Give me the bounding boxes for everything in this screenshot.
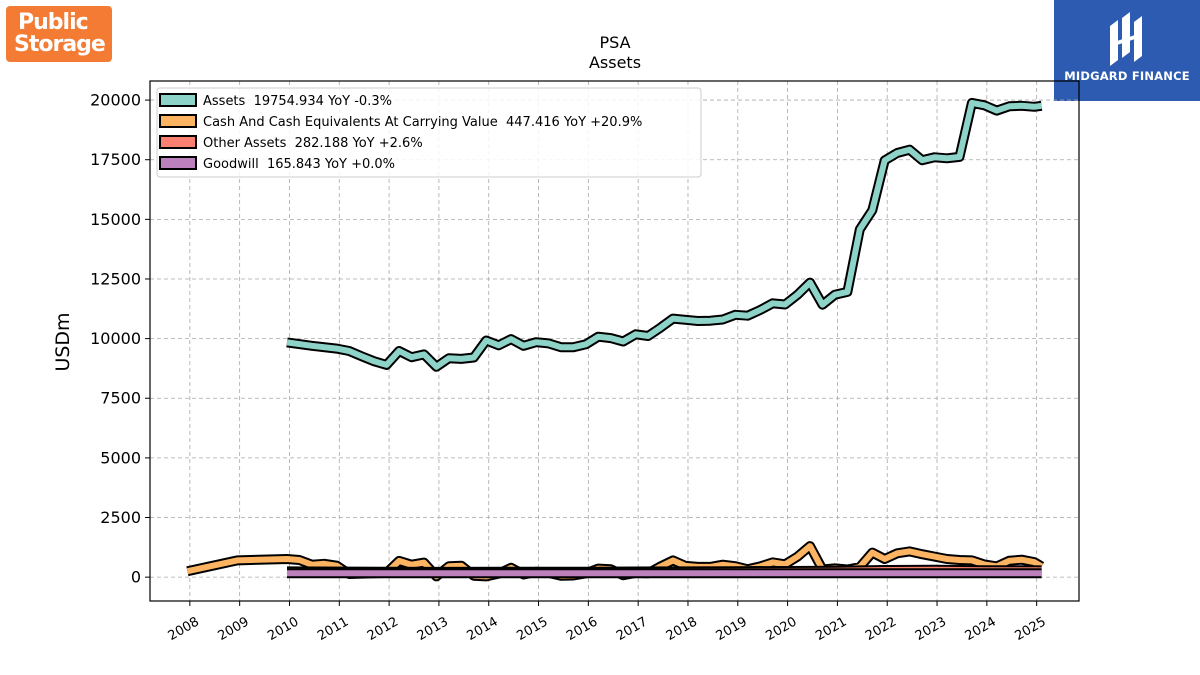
x-tick-label: 2020 — [763, 614, 799, 644]
x-tick-label: 2008 — [166, 614, 202, 644]
legend-label-other-assets: Other Assets 282.188 YoY +2.6% — [203, 136, 423, 151]
x-tick-label: 2021 — [813, 614, 849, 644]
legend-label-goodwill: Goodwill 165.843 YoY +0.0% — [203, 157, 395, 172]
public-storage-logo: Public Storage — [6, 6, 112, 62]
y-tick-label: 20000 — [90, 91, 141, 110]
x-tick-label: 2019 — [714, 614, 750, 644]
x-tick-label: 2012 — [365, 614, 401, 644]
legend-swatch-goodwill — [159, 156, 197, 170]
y-axis-label: USDm — [52, 312, 74, 371]
legend-label-assets: Assets 19754.934 YoY -0.3% — [203, 94, 392, 109]
y-tick-label: 5000 — [100, 448, 141, 467]
legend-swatch-assets — [159, 93, 197, 107]
x-tick-label: 2013 — [415, 614, 451, 644]
y-tick-label: 12500 — [90, 269, 141, 288]
x-tick-label: 2024 — [963, 614, 999, 644]
y-tick-label: 2500 — [100, 508, 141, 527]
x-tick-label: 2023 — [913, 614, 949, 644]
legend-label-cash-and-cash-equivalents-at-carrying-value: Cash And Cash Equivalents At Carrying Va… — [203, 115, 642, 130]
legend-box — [156, 87, 702, 178]
y-tick-label: 0 — [131, 568, 141, 587]
x-tick-label: 2016 — [564, 614, 600, 644]
x-tick-label: 2015 — [514, 614, 550, 644]
midgard-mark-icon — [1110, 12, 1142, 66]
x-tick-label: 2010 — [265, 614, 301, 644]
chart-subtitle: Assets — [589, 53, 641, 72]
series-lines — [186, 97, 1045, 582]
legend-swatch-other-assets — [159, 135, 197, 149]
x-tick-label: 2014 — [465, 614, 501, 644]
x-tick-label: 2018 — [664, 614, 700, 644]
logo-wordmark: MIDGARD FINANCE — [1064, 69, 1190, 83]
x-tick-label: 2009 — [216, 614, 252, 644]
logo-text-line1: Public — [18, 10, 89, 35]
chart-title: PSA — [599, 33, 630, 52]
legend-swatch-cash-and-cash-equivalents-at-carrying-value — [159, 114, 197, 128]
legend: Assets 19754.934 YoY -0.3% Cash And Cash … — [156, 87, 702, 178]
y-tick-label: 17500 — [90, 150, 141, 169]
y-tick-label: 7500 — [100, 389, 141, 408]
plot-frame — [149, 80, 1080, 602]
y-tick-label: 15000 — [90, 210, 141, 229]
y-tick-label: 10000 — [90, 329, 141, 348]
x-tick-label: 2017 — [614, 614, 650, 644]
x-tick-label: 2022 — [863, 614, 899, 644]
x-tick-label: 2025 — [1012, 614, 1048, 644]
midgard-finance-logo: MIDGARD FINANCE — [1054, 0, 1200, 101]
logo-text-line2: Storage — [14, 32, 106, 57]
series-line-assets — [286, 99, 1043, 370]
x-tick-label: 2011 — [315, 614, 351, 644]
